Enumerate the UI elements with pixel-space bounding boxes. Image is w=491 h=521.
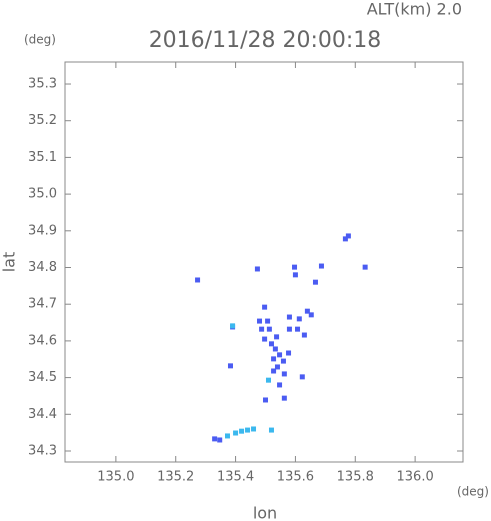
point <box>281 371 287 377</box>
point <box>224 433 230 439</box>
plot-frame <box>64 61 464 463</box>
chart-title: 2016/11/28 20:00:18 <box>149 28 382 53</box>
point <box>274 334 280 340</box>
y-tick-label: 34.7 <box>28 297 57 312</box>
point <box>251 426 257 432</box>
point <box>301 332 307 338</box>
point <box>286 350 292 356</box>
point <box>254 266 260 272</box>
y-tick-label: 34.6 <box>28 333 57 348</box>
point <box>262 397 268 403</box>
point <box>295 326 301 332</box>
y-tick-label: 34.8 <box>28 260 57 275</box>
y-axis-label: lat <box>0 252 19 273</box>
point <box>266 326 272 332</box>
x-tick-label: 135.2 <box>157 470 194 485</box>
point <box>286 326 292 332</box>
point <box>217 437 223 443</box>
point <box>233 430 239 436</box>
point <box>296 316 302 322</box>
point <box>345 233 351 239</box>
chart-subtitle: ALT(km) 2.0 <box>367 0 462 19</box>
x-tick-label: 135.6 <box>277 470 314 485</box>
x-axis-label: lon <box>253 504 277 521</box>
point <box>259 326 265 332</box>
point <box>268 427 274 433</box>
point <box>304 308 310 314</box>
point <box>212 436 218 442</box>
point <box>265 318 271 324</box>
point <box>286 314 292 320</box>
x-unit: (deg) <box>457 485 489 499</box>
point <box>299 374 305 380</box>
point <box>272 346 278 352</box>
point <box>239 428 245 434</box>
point <box>274 364 280 370</box>
point <box>257 318 263 324</box>
point <box>245 427 251 433</box>
y-tick-label: 35.2 <box>28 113 57 128</box>
point <box>281 395 287 401</box>
y-unit: (deg) <box>24 33 56 47</box>
x-tick-label: 135.4 <box>217 470 254 485</box>
x-tick-label: 135.0 <box>97 470 134 485</box>
point <box>230 323 236 329</box>
point <box>277 382 283 388</box>
point <box>280 358 286 364</box>
y-tick-label: 35.0 <box>28 187 57 202</box>
x-tick-label: 136.0 <box>397 470 434 485</box>
y-tick-label: 35.1 <box>28 150 57 165</box>
point <box>362 264 368 270</box>
y-tick-label: 34.4 <box>28 407 57 422</box>
point <box>308 312 314 318</box>
point <box>268 341 274 347</box>
y-tick-label: 35.3 <box>28 77 57 92</box>
point <box>227 363 233 369</box>
point <box>265 377 271 383</box>
point <box>271 356 277 362</box>
point <box>262 336 268 342</box>
point <box>312 279 318 285</box>
point <box>318 263 324 269</box>
y-tick-label: 34.3 <box>28 443 57 458</box>
point <box>271 368 277 374</box>
point <box>262 304 268 310</box>
y-tick-label: 34.9 <box>28 223 57 238</box>
y-tick-label: 34.5 <box>28 370 57 385</box>
point <box>277 352 283 358</box>
point <box>292 264 298 270</box>
point <box>292 272 298 278</box>
x-tick-label: 135.8 <box>337 470 374 485</box>
point <box>342 236 348 242</box>
point <box>195 277 201 283</box>
